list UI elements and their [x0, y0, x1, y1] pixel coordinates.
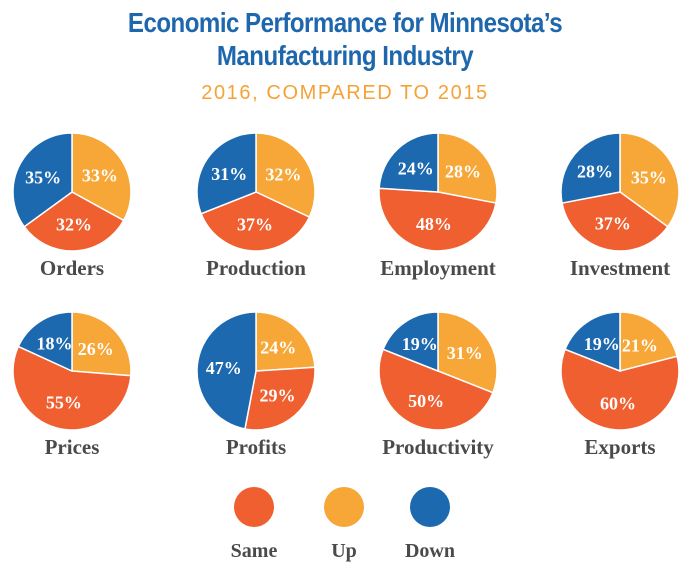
pie-slice-employment-down: [378, 132, 439, 193]
chart-name-employment: Employment: [380, 256, 496, 280]
pie-chart-exports: 21% 60% 19% Exports: [560, 311, 680, 459]
pie-slice-exports-up: [619, 311, 679, 372]
pie-slice-productivity-up: [437, 311, 498, 394]
pie-slice-prices-up: [71, 311, 132, 377]
pie-slice-production-down: [196, 132, 257, 215]
pie-slice-investment-down: [560, 132, 621, 204]
chart-name-orders: Orders: [40, 256, 104, 280]
pie-slice-profits-down: [196, 311, 257, 430]
pie-chart-production: 32% 37% 31% Production: [196, 132, 316, 280]
pie-label-prices-up: 26%: [78, 339, 114, 359]
page-subtitle: 2016, COMPARED TO 2015: [201, 82, 489, 104]
pie-slice-orders-up: [71, 132, 132, 222]
pie-label-productivity-same: 50%: [408, 391, 444, 411]
page-title: Economic Performance for Minnesota’s Man…: [48, 6, 641, 72]
pie-chart-productivity: 31% 50% 19% Productivity: [378, 311, 498, 459]
pie-slice-employment-same: [378, 187, 497, 252]
pie-chart-prices: 26% 55% 18% Prices: [12, 311, 132, 459]
pie-label-orders-same: 32%: [56, 214, 92, 234]
pie-label-investment-same: 37%: [595, 214, 631, 234]
pie-label-orders-up: 33%: [82, 166, 118, 186]
pie-slice-employment-up: [437, 132, 498, 204]
pie-slice-exports-down: [564, 311, 621, 373]
title-line-1: Economic Performance for Minnesota’s: [127, 7, 563, 38]
pie-label-prices-down: 18%: [37, 334, 73, 354]
pie-slice-orders-same: [23, 191, 125, 252]
pie-slice-orders-down: [12, 132, 73, 228]
title-line-2: Manufacturing Industry: [216, 40, 474, 71]
pie-label-exports-same: 60%: [600, 393, 636, 413]
pie-slice-productivity-same: [378, 348, 494, 431]
legend-swatch-up: [324, 487, 364, 527]
pie-label-productivity-up: 31%: [447, 343, 483, 363]
pie-slice-production-same: [200, 191, 311, 252]
pie-slice-productivity-down: [382, 311, 439, 373]
pie-label-production-same: 37%: [237, 214, 273, 234]
pie-label-investment-up: 35%: [631, 167, 667, 187]
pie-chart-profits: 24% 29% 47% Profits: [196, 311, 316, 459]
pie-label-production-up: 32%: [265, 165, 301, 185]
pie-label-productivity-down: 19%: [402, 334, 438, 354]
chart-name-production: Production: [206, 256, 306, 280]
pie-label-exports-down: 19%: [584, 334, 620, 354]
pie-slice-investment-same: [561, 191, 669, 252]
pie-slice-investment-up: [619, 132, 680, 228]
pie-slice-prices-same: [12, 345, 132, 431]
pie-chart-employment: 28% 48% 24% Employment: [378, 132, 498, 280]
legend-swatch-same: [234, 487, 274, 527]
chart-name-investment: Investment: [570, 256, 670, 280]
pie-label-employment-down: 24%: [398, 158, 434, 178]
pie-slice-profits-same: [244, 366, 316, 431]
pie-label-profits-down: 47%: [206, 358, 242, 378]
chart-name-exports: Exports: [584, 435, 655, 459]
pie-label-employment-up: 28%: [445, 161, 481, 181]
pie-label-profits-up: 24%: [260, 337, 296, 357]
pie-label-profits-same: 29%: [260, 385, 296, 405]
chart-name-profits: Profits: [226, 435, 286, 459]
legend: Same Up Down: [231, 487, 455, 562]
pie-label-production-down: 31%: [211, 164, 247, 184]
pie-label-prices-same: 55%: [46, 392, 82, 412]
pie-label-orders-down: 35%: [25, 167, 61, 187]
pie-slice-exports-same: [560, 348, 680, 431]
pie-label-investment-down: 28%: [577, 161, 613, 181]
pie-slice-profits-up: [255, 311, 316, 372]
pie-slice-prices-down: [17, 311, 73, 373]
legend-label-down: Down: [405, 540, 455, 562]
legend-label-up: Up: [331, 540, 357, 562]
pie-label-exports-up: 21%: [622, 335, 658, 355]
legend-swatch-down: [410, 487, 450, 527]
pie-label-employment-same: 48%: [416, 214, 452, 234]
pie-chart-orders: 33% 32% 35% Orders: [12, 132, 132, 280]
legend-label-same: Same: [231, 540, 278, 562]
chart-name-productivity: Productivity: [382, 435, 494, 459]
chart-name-prices: Prices: [45, 435, 100, 459]
pie-slice-production-up: [255, 132, 316, 219]
pie-chart-investment: 35% 37% 28% Investment: [560, 132, 680, 280]
